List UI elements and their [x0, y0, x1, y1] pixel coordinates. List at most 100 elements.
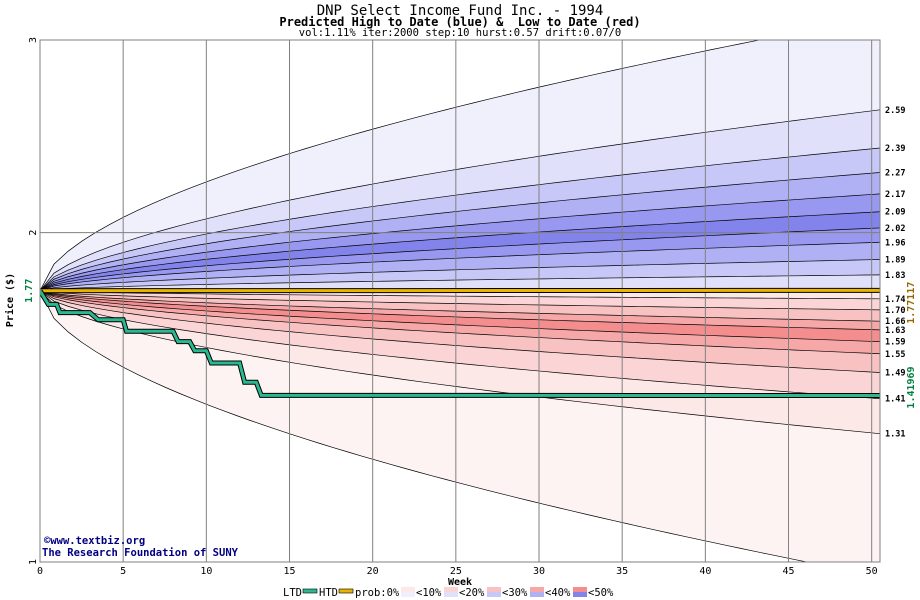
band-value-label: 1.41: [885, 395, 905, 405]
chart-subtitle: Predicted High to Date (blue) & Low to D…: [279, 15, 641, 29]
legend-label-ltd: LTD: [283, 587, 302, 599]
chart-params: vol:1.11% iter:2000 step:10 hurst:0.57 d…: [298, 27, 622, 39]
legend-swatch-htd: [338, 588, 354, 594]
high-band-7: [40, 242, 880, 291]
high-band-6: [40, 227, 880, 291]
low-tmp-band-line-2: [40, 290, 880, 400]
low-tmp-band-line-0: [40, 290, 809, 562]
band-value-label: 1.74: [885, 295, 905, 305]
plot-border: [39, 39, 881, 563]
x-tick-label: 5: [120, 566, 126, 577]
low-tmp-band-5: [40, 290, 880, 342]
band-value-label: 2.02: [885, 224, 905, 234]
band-value-label: 2.09: [885, 208, 905, 218]
legend-swatch-prob-bottom: [487, 592, 501, 597]
legend-swatch-prob-bottom: [573, 592, 587, 597]
low-tmp-band-3: [40, 290, 880, 373]
legend-swatch-prob-top: [444, 587, 458, 592]
x-tick-label: 50: [866, 566, 878, 577]
band-value-label: 1.66: [885, 317, 905, 327]
legend-label-prob: <30%: [502, 587, 528, 599]
low-tmp-band-6: [40, 290, 880, 330]
ltd-line: [40, 289, 880, 397]
high-band-1: [40, 109, 880, 291]
y-tick-label: 3: [28, 37, 39, 43]
low-tmp-band-line-3: [40, 290, 880, 373]
band-value-label: 1.49: [885, 369, 905, 379]
high-band-line-6: [40, 227, 880, 292]
plot-area: [40, 40, 880, 562]
x-tick-label: 45: [782, 566, 794, 577]
legend-label-prob: <10%: [416, 587, 442, 599]
high-band-line-9: [40, 274, 880, 292]
y-tick-label: 1: [28, 559, 39, 565]
high-band-8: [40, 259, 880, 291]
low-tmp-band-line-7: [40, 290, 880, 322]
high-band-3: [40, 172, 880, 291]
band-value-label: 1.83: [885, 271, 905, 281]
band-value-label: 1.59: [885, 338, 905, 348]
high-band-line-8: [40, 259, 880, 292]
x-tick-label: 0: [37, 566, 43, 577]
ltd-end-label: 1.41969: [906, 366, 917, 408]
credits-line-1: ©www.textbiz.org: [44, 535, 145, 547]
band-value-label: 2.27: [885, 168, 905, 178]
low-tmp-band-line-5: [40, 290, 880, 343]
low-tmp-band-7: [40, 290, 880, 322]
high-band-0: [40, 40, 880, 291]
x-axis-label: Week: [448, 577, 472, 588]
high-band-line-1: [40, 109, 880, 291]
band-value-label: 1.70: [885, 306, 905, 316]
chart-title: DNP Select Income Fund Inc. - 1994: [316, 3, 604, 19]
legend-swatch-prob-bottom: [401, 592, 415, 597]
x-tick-label: 15: [283, 566, 295, 577]
credits-line-2: The Research Foundation of SUNY: [42, 547, 239, 559]
low-tmp-band-line-6: [40, 290, 880, 331]
legend-swatch-prob-top: [487, 587, 501, 592]
y-axis-label: Price ($): [4, 273, 16, 327]
htd-end-label: 1.77117: [906, 282, 917, 324]
high-band-2: [40, 148, 880, 291]
high-band-5: [40, 211, 880, 291]
high-band-line-0: [40, 40, 762, 291]
band-value-label: 1.63: [885, 326, 905, 336]
high-band-4: [40, 193, 880, 291]
high-band-line-3: [40, 172, 880, 291]
x-tick-label: 30: [533, 566, 545, 577]
band-value-label: 1.31: [885, 430, 905, 440]
band-value-label: 2.59: [885, 106, 905, 116]
x-tick-label: 25: [450, 566, 462, 577]
x-tick-label: 40: [699, 566, 711, 577]
legend-label-htd: HTD: [319, 587, 338, 599]
start-price-label: 1.77: [24, 279, 35, 303]
low-tmp-band-8: [40, 290, 880, 310]
band-value-label: 1.89: [885, 256, 905, 266]
low-tmp-band-2: [40, 290, 880, 399]
low-tmp-band-line-4: [40, 290, 880, 355]
x-tick-label: 20: [367, 566, 379, 577]
legend-label-prob: <40%: [545, 587, 571, 599]
x-tick-label: 10: [200, 566, 212, 577]
legend-swatch-prob-top: [401, 587, 415, 592]
x-tick-label: 35: [616, 566, 628, 577]
high-band-9: [40, 274, 880, 291]
legend-swatch-prob-top: [530, 587, 544, 592]
high-band-line-5: [40, 211, 880, 292]
high-band-line-7: [40, 241, 880, 292]
low-tmp-band-4: [40, 290, 880, 354]
high-band-line-2: [40, 147, 880, 291]
legend-label-prob: <50%: [588, 587, 614, 599]
band-value-label: 1.96: [885, 238, 905, 248]
legend-swatch-ltd: [302, 588, 318, 594]
legend-swatch-prob-top: [573, 587, 587, 592]
band-value-label: 2.17: [885, 190, 905, 200]
legend-swatch-prob-bottom: [444, 592, 458, 597]
low-tmp-band-line-9: [40, 290, 880, 300]
legend-swatch-prob-bottom: [530, 592, 544, 597]
low-tmp-band-0: [40, 290, 880, 562]
band-value-label: 1.55: [885, 350, 905, 360]
legend-label-prob-0: prob:0%: [355, 587, 400, 599]
band-value-label: 2.39: [885, 144, 905, 154]
low-tmp-band-line-8: [40, 290, 880, 311]
